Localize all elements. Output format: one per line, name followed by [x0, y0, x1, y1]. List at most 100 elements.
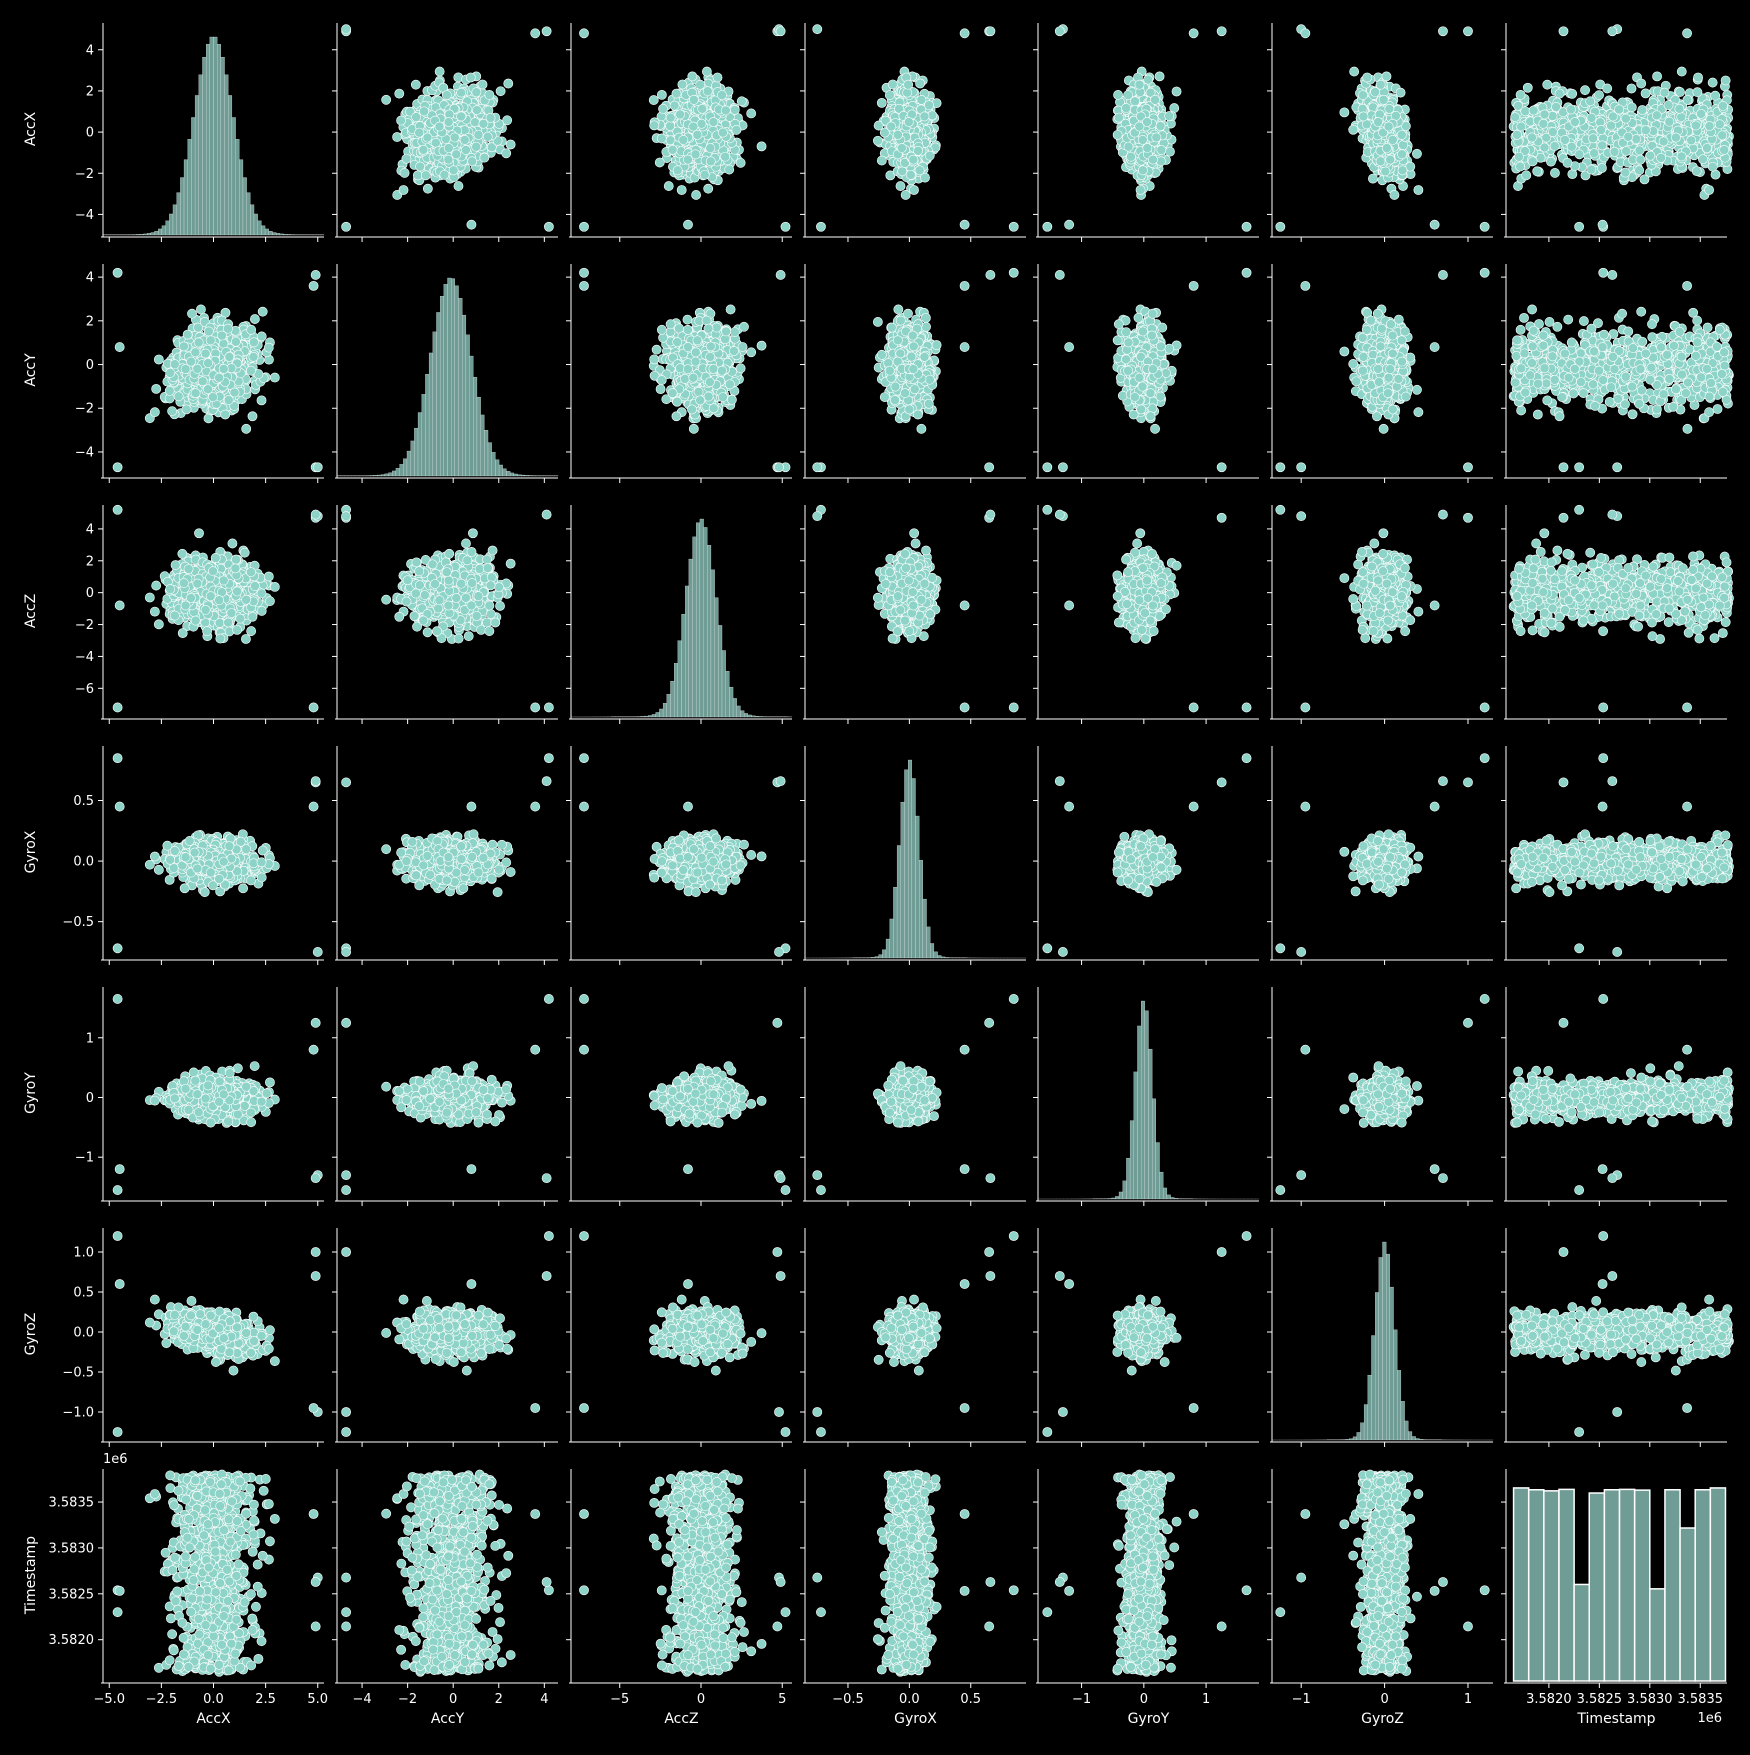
point	[1142, 117, 1151, 126]
point	[713, 73, 722, 82]
point	[496, 87, 505, 96]
point	[668, 145, 677, 154]
point	[502, 149, 511, 158]
hist-bar	[191, 117, 195, 235]
point	[444, 117, 453, 126]
point	[1114, 113, 1123, 122]
point	[721, 152, 730, 161]
point	[1721, 76, 1730, 85]
point	[732, 125, 741, 134]
point	[1386, 155, 1395, 164]
point	[419, 145, 428, 154]
point	[444, 155, 453, 164]
point	[679, 135, 688, 144]
point	[431, 138, 440, 147]
point	[1170, 103, 1179, 112]
point	[700, 170, 709, 179]
point	[423, 133, 432, 142]
point	[873, 136, 882, 145]
point	[776, 27, 785, 36]
point	[649, 95, 658, 104]
point	[689, 95, 698, 104]
point	[450, 133, 459, 142]
point	[1157, 145, 1166, 154]
point	[813, 25, 822, 34]
point	[781, 222, 790, 231]
hist-bar	[272, 233, 276, 235]
histogram	[103, 37, 324, 235]
point	[579, 222, 588, 231]
point	[468, 157, 477, 166]
point	[1136, 185, 1145, 194]
hist-bar	[228, 95, 232, 235]
point	[461, 145, 470, 154]
point	[395, 89, 404, 98]
hist-bar	[147, 233, 151, 235]
hist-bar	[202, 57, 206, 235]
point	[579, 29, 588, 38]
point	[736, 158, 745, 167]
point	[747, 109, 756, 118]
point	[542, 27, 551, 36]
y-tick-label: 4	[86, 43, 94, 58]
point	[415, 162, 424, 171]
point	[1217, 27, 1226, 36]
point	[1143, 143, 1152, 152]
point	[917, 95, 926, 104]
point	[678, 80, 687, 89]
point	[896, 181, 905, 190]
point	[1438, 27, 1447, 36]
point	[1379, 95, 1388, 104]
hist-bar	[151, 233, 155, 235]
point	[702, 67, 711, 76]
point	[460, 135, 469, 144]
point	[531, 29, 540, 38]
point	[689, 122, 698, 131]
point	[419, 107, 428, 116]
point	[1414, 185, 1423, 194]
point	[479, 119, 488, 128]
point	[1568, 89, 1577, 98]
point	[544, 222, 553, 231]
point	[717, 90, 726, 99]
point	[457, 112, 466, 121]
panel-accx-vs-accz	[566, 23, 792, 242]
point	[1384, 122, 1393, 131]
point	[655, 158, 664, 167]
hist-bar	[173, 205, 177, 235]
point	[1242, 222, 1251, 231]
point	[1148, 155, 1157, 164]
point	[1385, 104, 1394, 113]
point	[706, 143, 715, 152]
point	[1349, 125, 1358, 134]
panel-accx-vs-gyroz	[1267, 23, 1493, 242]
point	[1640, 175, 1649, 184]
point	[725, 165, 734, 174]
point	[909, 155, 918, 164]
panel-accx-vs-timestamp	[1501, 23, 1734, 242]
point	[960, 220, 969, 229]
point	[449, 166, 458, 175]
point	[676, 110, 685, 119]
y-tick-label: −4	[75, 208, 94, 223]
point	[1368, 174, 1377, 183]
point	[1399, 140, 1408, 149]
point	[411, 80, 420, 89]
point	[1430, 220, 1439, 229]
point	[920, 112, 929, 121]
point	[503, 116, 512, 125]
hist-bar	[287, 234, 291, 235]
hist-bar	[225, 75, 229, 235]
point	[435, 67, 444, 76]
point	[467, 220, 476, 229]
point	[1138, 135, 1147, 144]
point	[1152, 133, 1161, 142]
point	[673, 166, 682, 175]
point	[1043, 222, 1052, 231]
hist-bar	[180, 178, 184, 235]
point	[454, 181, 463, 190]
point	[506, 140, 515, 149]
point	[1122, 103, 1131, 112]
hist-bar	[269, 231, 273, 235]
point	[1359, 112, 1368, 121]
